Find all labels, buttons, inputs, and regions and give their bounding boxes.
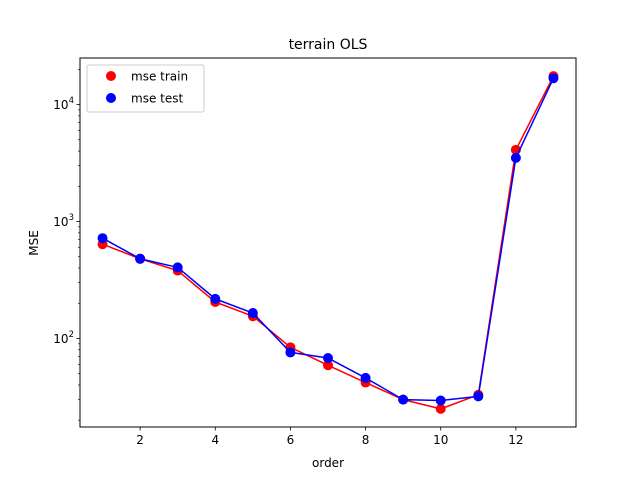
x-tick-label: 6: [287, 433, 295, 447]
data-point-mse-test: [285, 347, 296, 358]
data-point-mse-test: [135, 253, 146, 264]
x-tick-label: 2: [136, 433, 144, 447]
legend-label-mse-test: mse test: [131, 92, 183, 106]
x-axis-label: order: [312, 456, 344, 470]
legend-marker-mse-test: [106, 93, 116, 103]
data-point-mse-test: [97, 233, 108, 244]
axes-frame: [79, 57, 577, 428]
data-point-mse-train: [323, 360, 333, 371]
data-point-mse-test: [210, 293, 221, 304]
legend: mse train mse test: [86, 64, 205, 113]
x-axis-ticks: 2 4 6 8 10 12: [136, 427, 524, 447]
data-point-mse-test: [548, 73, 559, 84]
x-tick-label: 12: [508, 433, 523, 447]
plot-area: [97, 71, 559, 414]
chart-title: terrain OLS: [289, 37, 368, 53]
x-tick-label: 4: [211, 433, 219, 447]
data-point-mse-test: [510, 152, 521, 163]
data-point-mse-test: [473, 391, 484, 402]
data-point-mse-test: [398, 394, 409, 405]
data-point-mse-test: [360, 372, 371, 383]
x-tick-label: 10: [433, 433, 448, 447]
y-axis-label: MSE: [27, 230, 41, 256]
y-tick-label: 103: [53, 213, 74, 229]
legend-label-mse-train: mse train: [131, 70, 188, 84]
y-axis-ticks: 102 103 104: [53, 69, 80, 421]
y-tick-label: 104: [53, 96, 74, 112]
data-point-mse-test: [435, 395, 446, 406]
legend-marker-mse-train: [106, 71, 116, 81]
data-point-mse-test: [172, 262, 183, 273]
y-tick-label: 102: [53, 330, 74, 346]
x-tick-label: 8: [362, 433, 370, 447]
legend-frame: [86, 64, 205, 113]
data-point-mse-test: [247, 308, 258, 319]
data-point-mse-test: [323, 353, 333, 364]
data-point-mse-train: [435, 403, 446, 414]
